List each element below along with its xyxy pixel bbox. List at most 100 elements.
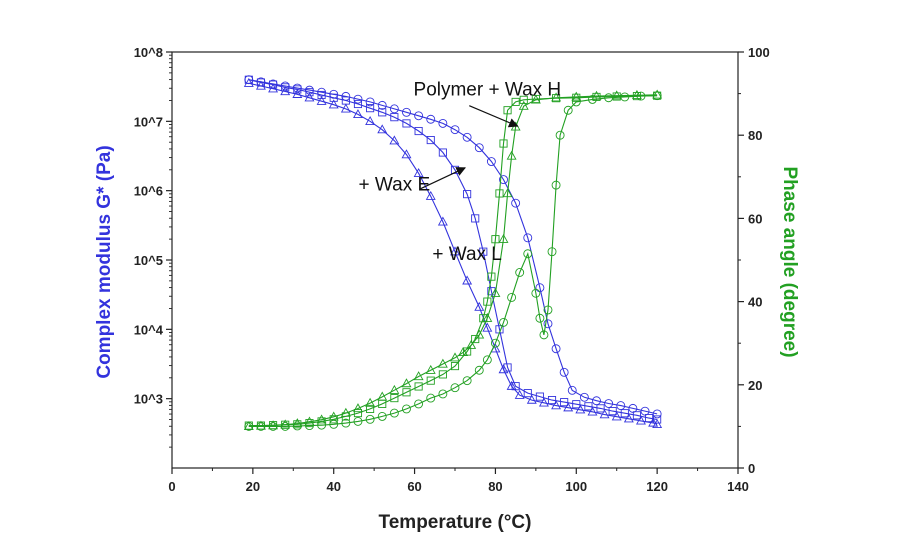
data-point (353, 94, 363, 104)
series-layer (243, 75, 663, 431)
data-point (474, 329, 485, 339)
data-point (507, 292, 517, 302)
data-point (353, 109, 363, 119)
data-point (466, 339, 477, 349)
data-point (563, 105, 573, 115)
data-point (402, 388, 411, 397)
annotation-layer: Polymer + Wax H + Wax E + Wax L (359, 80, 562, 265)
data-point (531, 288, 541, 298)
data-point (559, 367, 569, 377)
data-point (487, 287, 496, 296)
y-right-tick-label: 80 (748, 128, 762, 143)
data-point (316, 95, 327, 105)
data-point (502, 188, 513, 198)
y-left-tick-label: 10^4 (134, 322, 164, 337)
data-point (563, 402, 574, 412)
annotation-label: Polymer + Wax H (414, 80, 562, 101)
data-point (402, 107, 411, 117)
data-point (402, 119, 411, 128)
data-point (490, 338, 500, 348)
data-point (632, 92, 641, 101)
data-point (519, 95, 528, 104)
y-left-tick-label: 10^6 (134, 184, 163, 199)
data-point (511, 97, 520, 106)
data-point (506, 380, 517, 390)
data-point (450, 352, 460, 362)
data-point (506, 150, 517, 160)
data-point (426, 114, 436, 124)
data-point (530, 94, 541, 104)
data-point (426, 136, 435, 145)
data-point (538, 397, 549, 407)
data-point (413, 371, 424, 381)
data-point (450, 362, 460, 371)
data-point (482, 312, 493, 322)
data-point (329, 93, 338, 102)
series-line (248, 94, 658, 427)
data-point (523, 249, 533, 259)
data-point (425, 364, 436, 374)
data-point (328, 411, 339, 421)
data-point (365, 97, 375, 107)
data-point (608, 407, 617, 416)
data-point (498, 364, 509, 374)
data-point (340, 103, 351, 113)
data-point (631, 89, 642, 99)
data-point (596, 404, 605, 413)
data-point (414, 126, 423, 136)
y-right-tick-label: 100 (748, 45, 770, 60)
data-point (341, 418, 351, 428)
data-point (304, 92, 315, 102)
y-axis-left-title: Complex modulus G* (Pa) (94, 145, 115, 378)
data-point (462, 376, 472, 386)
annotation-label: + Wax L (432, 244, 502, 265)
x-tick-label: 40 (326, 479, 340, 494)
data-point (560, 398, 569, 407)
y-left-tick-label: 10^5 (134, 253, 163, 268)
data-point (653, 91, 662, 100)
data-point (438, 389, 448, 399)
data-point (389, 384, 400, 394)
data-point (474, 365, 484, 375)
data-point (462, 132, 472, 142)
data-point (652, 418, 663, 428)
data-point (378, 108, 387, 117)
data-point (366, 104, 375, 113)
x-axis-title: Temperature (°C) (379, 512, 532, 533)
data-point (491, 235, 500, 244)
series-line (248, 82, 658, 425)
series-line (248, 79, 658, 415)
series-2 (243, 77, 663, 428)
y-left-tick-label: 10^3 (134, 392, 163, 407)
data-point (483, 297, 492, 306)
data-point (353, 416, 363, 426)
data-point (623, 413, 634, 423)
series-line (248, 95, 658, 427)
data-point (499, 139, 508, 148)
data-point (425, 190, 436, 200)
data-point (365, 397, 376, 407)
data-point (317, 90, 326, 100)
data-point (498, 233, 509, 243)
data-point (255, 420, 266, 430)
data-point (353, 99, 363, 109)
data-point (413, 168, 424, 177)
data-point (426, 393, 436, 403)
data-point (547, 396, 557, 405)
data-point (389, 408, 399, 418)
data-point (471, 334, 480, 344)
y-right-tick-label: 60 (748, 211, 762, 226)
data-point (401, 378, 412, 388)
series-5 (243, 89, 663, 431)
data-point (636, 415, 646, 425)
x-tick-label: 60 (407, 479, 421, 494)
data-point (353, 409, 363, 418)
data-point (620, 409, 629, 418)
data-point (567, 385, 577, 395)
data-point (414, 399, 424, 409)
series-line (248, 79, 658, 421)
y-left-tick-label: 10^8 (134, 45, 163, 60)
y-right-tick-label: 0 (748, 461, 755, 476)
data-point (438, 148, 447, 157)
